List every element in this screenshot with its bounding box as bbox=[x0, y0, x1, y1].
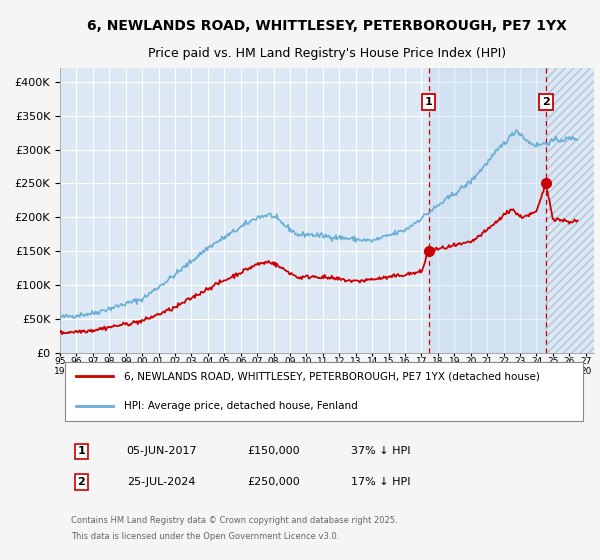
Bar bbox=[546, 68, 594, 353]
Text: 1: 1 bbox=[425, 97, 433, 108]
Text: 2: 2 bbox=[542, 97, 550, 108]
Text: 25-JUL-2024: 25-JUL-2024 bbox=[127, 477, 196, 487]
Text: Contains HM Land Registry data © Crown copyright and database right 2025.: Contains HM Land Registry data © Crown c… bbox=[71, 516, 397, 525]
Text: £250,000: £250,000 bbox=[247, 477, 300, 487]
Text: 1: 1 bbox=[77, 446, 85, 456]
Bar bbox=[546, 68, 594, 353]
Text: This data is licensed under the Open Government Licence v3.0.: This data is licensed under the Open Gov… bbox=[71, 533, 339, 542]
Text: 17% ↓ HPI: 17% ↓ HPI bbox=[350, 477, 410, 487]
FancyBboxPatch shape bbox=[65, 362, 583, 422]
Text: Price paid vs. HM Land Registry's House Price Index (HPI): Price paid vs. HM Land Registry's House … bbox=[148, 48, 506, 60]
Text: £150,000: £150,000 bbox=[247, 446, 300, 456]
Bar bbox=[428, 68, 546, 353]
Text: 37% ↓ HPI: 37% ↓ HPI bbox=[350, 446, 410, 456]
Text: HPI: Average price, detached house, Fenland: HPI: Average price, detached house, Fenl… bbox=[124, 401, 358, 411]
Text: 6, NEWLANDS ROAD, WHITTLESEY, PETERBOROUGH, PE7 1YX: 6, NEWLANDS ROAD, WHITTLESEY, PETERBOROU… bbox=[87, 19, 567, 33]
Text: 6, NEWLANDS ROAD, WHITTLESEY, PETERBOROUGH, PE7 1YX (detached house): 6, NEWLANDS ROAD, WHITTLESEY, PETERBOROU… bbox=[124, 371, 540, 381]
Text: 2: 2 bbox=[77, 477, 85, 487]
Text: 05-JUN-2017: 05-JUN-2017 bbox=[126, 446, 197, 456]
